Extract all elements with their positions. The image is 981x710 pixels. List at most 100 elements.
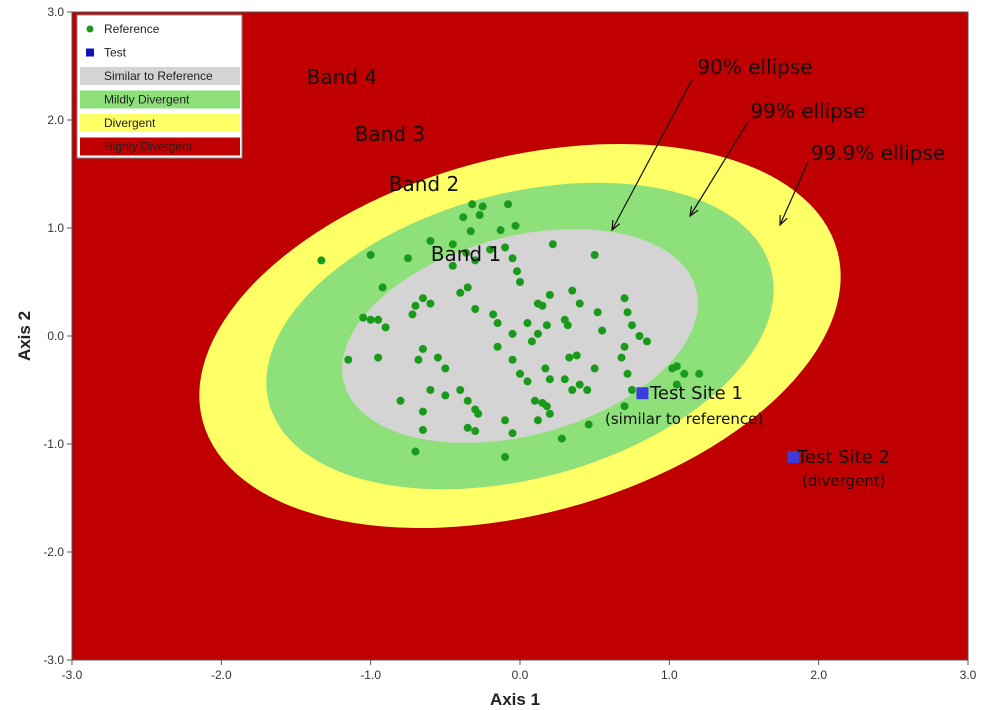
reference-point: [533, 416, 542, 425]
reference-point: [404, 254, 412, 263]
x-tick-label: -1.0: [360, 668, 381, 682]
reference-point: [680, 369, 689, 378]
reference-point: [504, 200, 513, 209]
reference-point: [575, 380, 584, 389]
reference-point: [527, 337, 536, 346]
reference-point: [456, 386, 465, 394]
test-site-sublabel: (similar to reference): [605, 410, 763, 428]
reference-point: [575, 299, 584, 308]
reference-point: [466, 227, 475, 236]
reference-point: [486, 245, 495, 254]
reference-point: [381, 323, 390, 332]
reference-point: [620, 402, 629, 411]
band-label: Band 2: [389, 172, 459, 196]
reference-point: [501, 416, 510, 425]
test-point: [787, 450, 800, 463]
legend-label: Reference: [104, 22, 160, 36]
reference-point: [459, 213, 468, 222]
reference-point: [635, 332, 644, 340]
reference-point: [545, 409, 554, 418]
reference-point: [508, 429, 517, 438]
reference-point: [516, 369, 524, 378]
legend-box: [76, 14, 243, 159]
chart-annotations: Band 1 Band 2 Band 3 Band 4 90% ellipse 99% e…: [307, 55, 945, 490]
reference-point: [501, 452, 510, 461]
ellipse-label: 99.9% ellipse: [811, 141, 945, 165]
reference-point: [418, 425, 427, 434]
legend-label: Highly Divergent: [104, 140, 193, 154]
y-tick-label: 3.0: [47, 5, 64, 19]
reference-point: [474, 409, 483, 418]
ellipse-arrow: [689, 121, 749, 217]
reference-point: [620, 342, 629, 351]
test-point: [636, 387, 649, 400]
reference-point: [583, 386, 592, 394]
reference-point: [516, 278, 524, 286]
ellipse-arrow: [611, 79, 693, 231]
reference-point: [408, 310, 417, 319]
reference-point: [513, 267, 522, 276]
reference-point: [366, 251, 375, 259]
reference-point: [471, 305, 480, 313]
reference-point: [557, 434, 566, 443]
reference-point: [568, 286, 577, 295]
reference-point: [523, 377, 532, 386]
ellipse-arrow: [779, 161, 809, 226]
reference-point: [418, 344, 427, 353]
reference-point: [628, 386, 636, 394]
reference-point: [441, 364, 450, 373]
reference-point: [584, 420, 593, 429]
reference-point: [441, 391, 450, 400]
legend-label: Similar to Reference: [104, 69, 213, 83]
reference-point: [418, 294, 427, 303]
reference-point: [462, 248, 471, 257]
reference-point: [374, 315, 383, 324]
y-tick-label: -1.0: [43, 437, 64, 451]
reference-point: [672, 380, 681, 389]
reference-point: [593, 308, 602, 317]
reference-point: [489, 310, 498, 319]
reference-point: [456, 288, 465, 297]
reference-point: [530, 396, 539, 405]
reference-point: [378, 283, 387, 292]
ellipse-arrowhead: [689, 206, 699, 218]
reference-point: [590, 251, 599, 259]
reference-point: [411, 447, 420, 456]
legend-swatch: [80, 67, 240, 85]
reference-point: [598, 326, 607, 335]
reference-point: [508, 355, 517, 364]
reference-point: [344, 355, 353, 364]
reference-point: [620, 294, 629, 303]
reference-point: [617, 353, 626, 362]
reference-point: [545, 290, 554, 299]
legend-label: Mildly Divergent: [104, 93, 190, 107]
ellipse-label: 90% ellipse: [697, 55, 812, 79]
y-tick-label: 0.0: [47, 329, 64, 343]
reference-point: [548, 240, 557, 249]
reference-point: [590, 364, 599, 373]
reference-point: [396, 396, 405, 405]
reference-point: [359, 313, 368, 322]
reference-point: [508, 254, 517, 263]
reference-point: [317, 256, 326, 265]
reference-point: [501, 243, 510, 252]
reference-point: [695, 369, 704, 378]
reference-point: [493, 319, 502, 328]
legend-square: [86, 48, 94, 57]
x-axis-title: Axis 1: [490, 690, 540, 709]
reference-point: [672, 362, 681, 371]
reference-point: [523, 319, 532, 328]
reference-point: [448, 261, 457, 270]
reference-point: [642, 337, 651, 346]
data-points: [317, 200, 800, 463]
ellipse-arrowhead: [779, 214, 788, 227]
y-tick-label: 1.0: [47, 221, 64, 235]
legend-label: Divergent: [104, 116, 156, 130]
reference-point: [572, 351, 581, 360]
reference-point: [628, 321, 636, 330]
reference-point: [493, 342, 502, 351]
reference-point: [563, 321, 572, 330]
reference-point: [565, 353, 574, 362]
reference-point: [496, 226, 505, 235]
